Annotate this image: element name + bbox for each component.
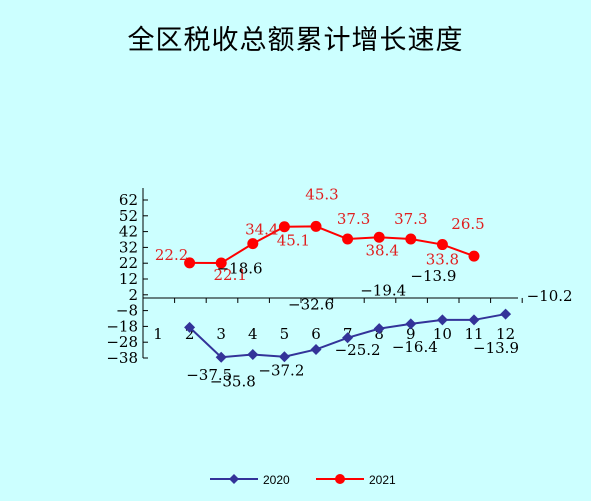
series-2021-point (278, 221, 290, 233)
series-2021-point (373, 231, 385, 243)
series-2020-point (373, 323, 385, 335)
series-2020-data-label: −25.2 (335, 341, 381, 359)
series-2020-point (500, 308, 512, 320)
legend-2021-marker (335, 474, 345, 484)
x-tick-label: 2 (185, 325, 195, 343)
x-tick-label: 11 (464, 325, 483, 343)
x-tick-label: 10 (433, 325, 452, 343)
series-2020-point (247, 349, 259, 361)
series-2020-point (436, 314, 448, 326)
series-2021-line (189, 225, 475, 265)
series-2020-point (468, 314, 480, 326)
legend-2021-label: 2021 (369, 473, 396, 487)
x-tick-label: 6 (311, 325, 321, 343)
series-2020-data-label: −19.4 (360, 282, 406, 300)
series-2020-point (215, 351, 227, 363)
series-2021-data-label: 22.1 (213, 266, 246, 284)
series-2021-data-label: 26.5 (451, 215, 484, 233)
series-2021-point (184, 257, 196, 269)
x-tick-label: 5 (280, 325, 290, 343)
series-2020-data-label: −18.6 (217, 259, 263, 277)
y-tick-label: 42 (119, 223, 138, 241)
y-tick-label: 52 (119, 207, 138, 225)
series-2021-data-label: 34.4 (245, 221, 278, 239)
legend-2020-marker (229, 474, 239, 484)
x-tick-label: 3 (216, 325, 226, 343)
series-2020-data-label: −37.2 (258, 362, 304, 380)
series-2020-point (310, 343, 322, 355)
series-2021-data-label: 38.4 (365, 241, 398, 259)
y-tick-label: −28 (106, 333, 138, 351)
series-2021-point (342, 233, 354, 245)
chart-title: 全区税收总额累计增长速度 (127, 25, 464, 56)
series-2020-point (342, 332, 354, 344)
series-2021-data-label: 45.1 (277, 232, 310, 250)
legend-2020-label: 2020 (263, 473, 290, 487)
y-tick-label: 12 (119, 270, 138, 288)
x-tick-label: 1 (153, 325, 163, 343)
series-2020-point (184, 321, 196, 333)
series-2021-data-label: 37.3 (394, 210, 427, 228)
y-tick-label: −38 (106, 349, 138, 367)
series-2021-point (436, 239, 448, 251)
x-tick-label: 12 (496, 325, 515, 343)
series-2020-data-label: −37.5 (186, 366, 232, 384)
series-2021-data-label: 37.3 (337, 210, 370, 228)
y-tick-label: 2 (128, 286, 138, 304)
series-2021-point (247, 238, 259, 250)
series-2021-data-label: 33.8 (426, 251, 459, 269)
series-2020-data-label: −13.9 (410, 267, 456, 285)
y-tick-label: 22 (119, 254, 138, 272)
series-2020-data-label: −13.9 (473, 339, 519, 357)
series-2020-data-label: −32.6 (288, 295, 334, 313)
x-tick-label: 9 (406, 325, 416, 343)
series-2021-point (468, 250, 480, 262)
y-tick-label: 62 (119, 191, 138, 209)
series-2021-point (405, 233, 417, 245)
series-2021-point (215, 257, 227, 269)
series-2020-point (278, 351, 290, 363)
y-tick-label: 32 (119, 238, 138, 256)
y-tick-label: −18 (106, 317, 138, 335)
series-2020-data-label: −10.2 (527, 287, 573, 305)
series-2020-point (405, 318, 417, 330)
y-tick-label: −8 (116, 302, 138, 320)
series-2021-point (310, 220, 322, 232)
series-2021-data-label: 45.3 (305, 185, 338, 203)
series-2021-data-label: 22.2 (155, 246, 188, 264)
series-2020-data-label: −35.8 (210, 373, 256, 391)
x-tick-label: 4 (248, 325, 258, 343)
series-2020-data-label: −16.4 (392, 338, 438, 356)
